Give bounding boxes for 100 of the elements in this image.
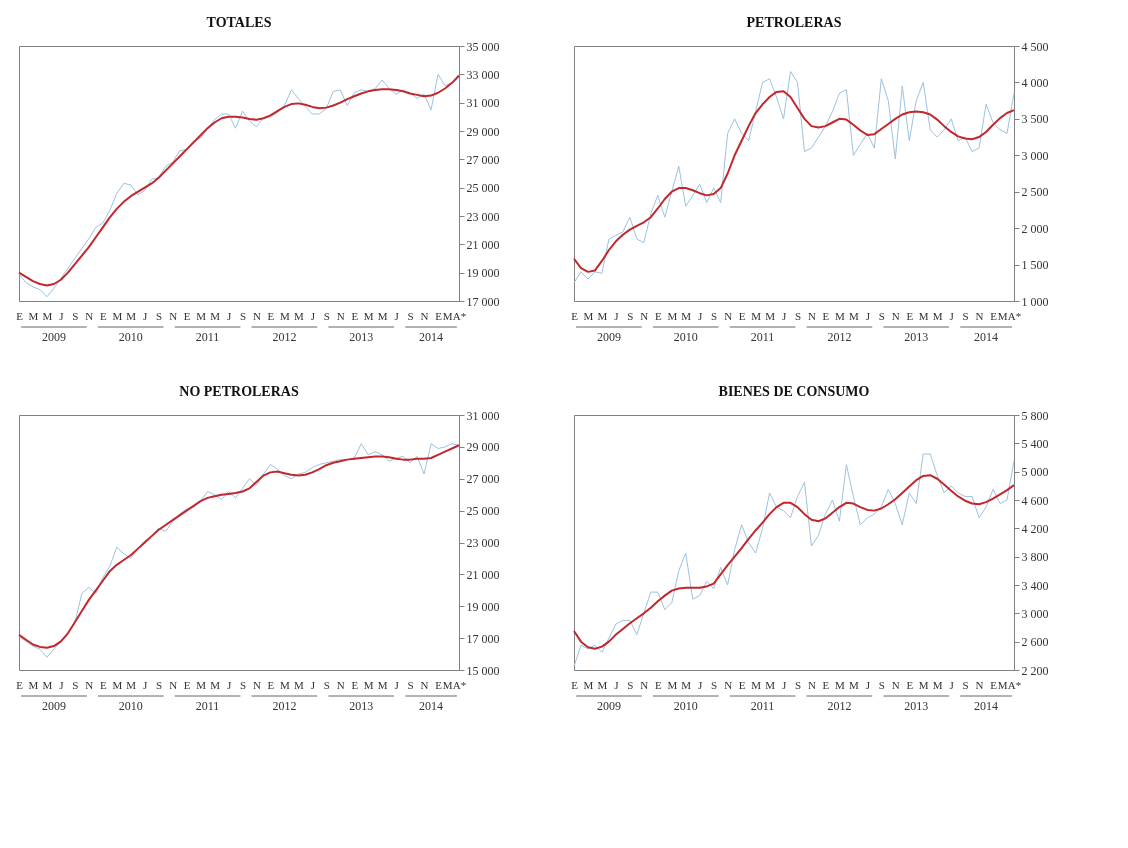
y-tick-label: 1 500 xyxy=(1021,258,1049,273)
x-tick-label: M xyxy=(377,309,388,322)
x-tick-label: M xyxy=(210,678,221,691)
text: 2011 xyxy=(750,699,775,713)
x-tick-label: E xyxy=(351,309,359,322)
x-tick-label: S xyxy=(794,309,802,322)
x-tick-label: J xyxy=(226,309,232,322)
y-tick-label: 31 000 xyxy=(466,96,500,111)
text: 2012 xyxy=(272,699,297,713)
text: 2010 xyxy=(118,330,143,344)
x-tick-label: J xyxy=(310,309,316,322)
x-tick-label: E xyxy=(571,678,579,691)
x-tick-label: M xyxy=(42,678,53,691)
y-tick-label: 23 000 xyxy=(466,209,500,224)
x-tick-label: J xyxy=(865,309,871,322)
y-tick-label: 25 000 xyxy=(466,504,500,519)
x-tick-label: E xyxy=(654,678,662,691)
x-tick-label: M xyxy=(848,309,859,322)
text: 2013 xyxy=(349,699,374,713)
x-tick-label: M xyxy=(293,678,304,691)
x-tick-label: E xyxy=(738,678,746,691)
y-tick-label: 27 000 xyxy=(466,152,500,167)
x-tick-label: E xyxy=(654,309,662,322)
chart-title: BIENES DE CONSUMO xyxy=(718,384,870,399)
text: 2014 xyxy=(419,699,444,713)
x-tick-label: S xyxy=(239,309,247,322)
x-tick-label: E xyxy=(990,309,998,322)
x-tick-label: N xyxy=(420,309,429,322)
x-tick-label: E xyxy=(99,678,107,691)
y-tick-label: 4 500 xyxy=(1021,39,1049,54)
x-tick-label: E xyxy=(183,309,191,322)
x-tick-label: M xyxy=(126,309,137,322)
x-tick-label: S xyxy=(407,309,414,322)
x-tick-label: M xyxy=(28,309,39,322)
x-tick-label: N xyxy=(252,309,261,322)
text: 2014 xyxy=(419,330,444,344)
x-tick-label: A* xyxy=(1007,678,1022,691)
text: 2009 xyxy=(41,699,66,713)
chart-title: NO PETROLERAS xyxy=(179,384,299,399)
text: 2011 xyxy=(750,330,775,344)
x-tick-label: M xyxy=(597,309,608,322)
x-tick-label: N xyxy=(85,309,94,322)
x-tick-label: S xyxy=(711,309,718,322)
y-tick-label: 23 000 xyxy=(466,536,500,550)
x-tick-label: M xyxy=(835,678,846,691)
x-tick-label: S xyxy=(627,309,634,322)
text: 2014 xyxy=(974,699,999,713)
x-tick-label: M xyxy=(751,678,762,691)
x-tick-label: M xyxy=(583,678,594,691)
y-tick-label: 3 000 xyxy=(1021,606,1049,621)
y-tick-label: 1 000 xyxy=(1021,294,1049,309)
y-tick-label: 31 000 xyxy=(466,408,500,423)
x-tick-label: N xyxy=(724,309,733,322)
x-tick-label: E xyxy=(822,678,830,691)
x-tick-label: A* xyxy=(452,678,467,691)
text: 2010 xyxy=(673,330,698,344)
y-tick-label: 2 600 xyxy=(1021,635,1049,650)
x-tick-label: M xyxy=(918,309,929,322)
x-tick-label: S xyxy=(711,678,718,691)
x-tick-label: E xyxy=(351,678,359,691)
y-tick-label: 15 000 xyxy=(466,663,500,678)
text: 2009 xyxy=(596,330,621,344)
x-tick-label: M xyxy=(681,309,692,322)
chart-title: PETROLERAS xyxy=(746,15,842,30)
x-tick-label: E xyxy=(16,309,24,322)
x-tick-label: E xyxy=(738,309,746,322)
x-tick-label: E xyxy=(571,309,579,322)
y-tick-label: 2 200 xyxy=(1021,663,1049,678)
x-tick-label: E xyxy=(906,678,914,691)
text: 2014 xyxy=(974,330,999,344)
x-tick-label: S xyxy=(878,678,885,691)
y-tick-label: 19 000 xyxy=(466,266,500,281)
x-tick-label: M xyxy=(932,309,943,322)
line-series xyxy=(573,453,1015,667)
text: 2013 xyxy=(349,330,374,344)
y-tick-label: 27 000 xyxy=(466,472,500,487)
x-tick-label: J xyxy=(781,309,787,322)
y-tick-label: 29 000 xyxy=(466,124,500,139)
y-tick-label: 4 200 xyxy=(1021,521,1049,536)
x-tick-label: J xyxy=(394,309,400,322)
text: 2010 xyxy=(673,699,698,713)
text: 2009 xyxy=(41,330,66,344)
x-tick-label: E xyxy=(267,309,275,322)
x-tick-label: A* xyxy=(1007,309,1022,322)
x-tick-label: N xyxy=(807,309,816,322)
x-tick-label: M xyxy=(293,309,304,322)
x-tick-label: N xyxy=(807,678,816,691)
x-tick-label: M xyxy=(280,678,291,691)
x-tick-label: M xyxy=(126,678,137,691)
x-tick-label: N xyxy=(891,309,900,322)
x-tick-label: E xyxy=(267,678,275,691)
chart-title: TOTALES xyxy=(206,15,272,30)
y-tick-label: 17 000 xyxy=(466,294,500,309)
y-tick-label: 21 000 xyxy=(466,237,500,252)
y-tick-label: 3 400 xyxy=(1021,578,1049,593)
x-tick-label: M xyxy=(196,309,207,322)
x-tick-label: J xyxy=(59,678,65,691)
x-tick-label: M xyxy=(442,678,453,691)
y-tick-label: 17 000 xyxy=(466,631,500,646)
x-tick-label: M xyxy=(918,678,929,691)
